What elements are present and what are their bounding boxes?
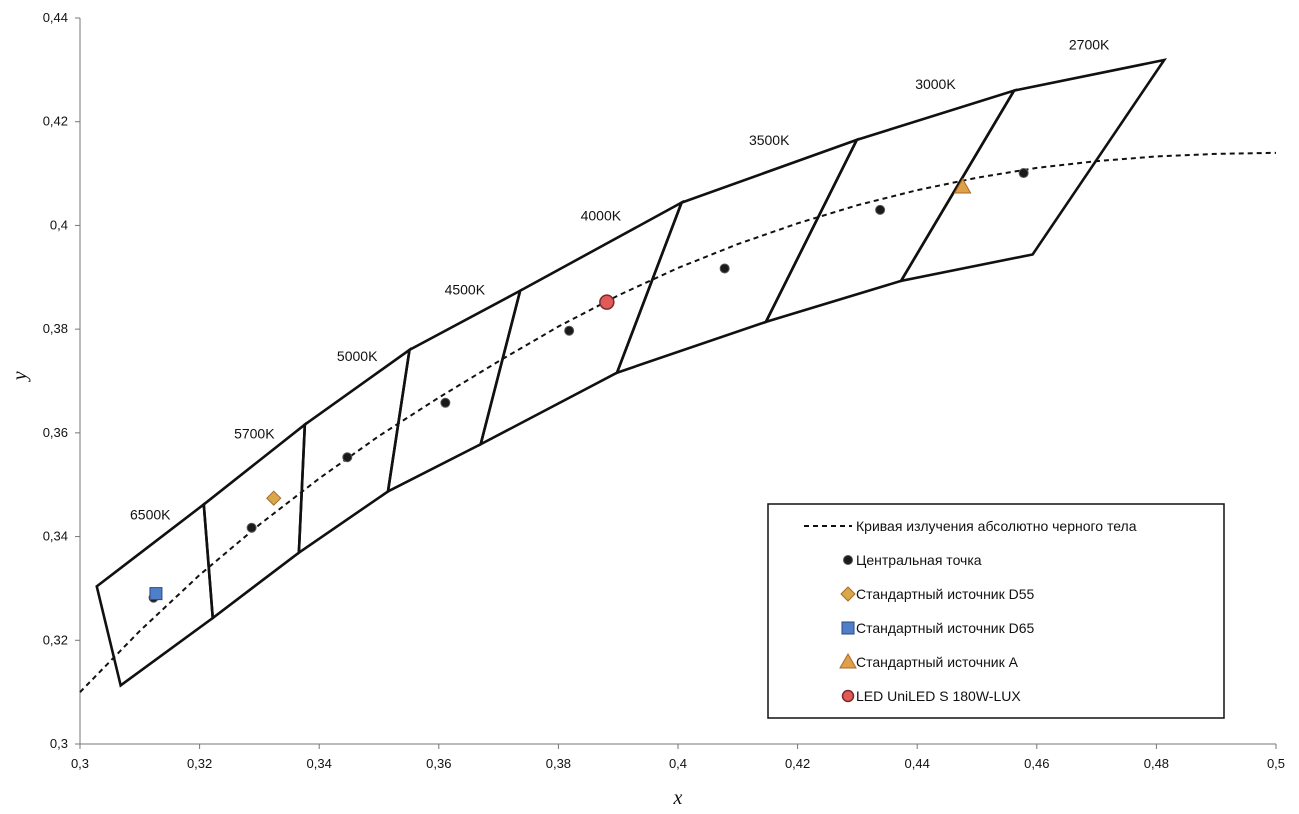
legend-label: Кривая излучения абсолютно черного тела xyxy=(856,518,1137,534)
cct-label: 2700K xyxy=(1069,36,1110,52)
data-point xyxy=(719,263,730,274)
y-ticks: 0,3 0,32 0,34 0,36 0,38 0,4 0,42 0,44 xyxy=(43,10,80,751)
x-tick-label: 0,44 xyxy=(905,756,930,771)
cct-label: 4500K xyxy=(445,281,486,297)
cct-label: 3500K xyxy=(749,132,790,148)
y-tick-label: 0,4 xyxy=(50,217,68,232)
data-point xyxy=(342,452,353,463)
cct-quadrangle xyxy=(386,288,523,494)
cct-quadrangles: 6500K 5700K 5000K 4500K 4000K 3500K 3000K 2700K xyxy=(95,36,1168,688)
data-point xyxy=(599,294,615,310)
cct-quadrangle xyxy=(202,421,307,621)
x-tick-label: 0,3 xyxy=(71,756,89,771)
x-tick-label: 0,42 xyxy=(785,756,810,771)
legend-marker xyxy=(841,689,855,703)
legend-label: Центральная точка xyxy=(856,552,982,568)
data-point xyxy=(875,204,886,215)
y-tick-label: 0,38 xyxy=(43,321,68,336)
y-tick-label: 0,34 xyxy=(43,529,68,544)
cct-label: 3000K xyxy=(915,76,956,92)
legend-items: Кривая излучения абсолютно черного тела Ц… xyxy=(804,518,1137,704)
legend-label: Стандартный источник A xyxy=(856,654,1019,670)
legend: Кривая излучения абсолютно черного тела Ц… xyxy=(767,503,1225,719)
x-tick-label: 0,32 xyxy=(187,756,212,771)
y-tick-label: 0,44 xyxy=(43,10,68,25)
planckian-locus-line xyxy=(79,151,1277,693)
legend-label: Стандартный источник D65 xyxy=(856,620,1035,636)
x-tick-label: 0,36 xyxy=(426,756,451,771)
cct-label: 4000K xyxy=(581,208,622,224)
cct-quadrangle xyxy=(478,199,685,447)
x-tick-label: 0,5 xyxy=(1267,756,1285,771)
y-tick-label: 0,42 xyxy=(43,114,68,129)
cct-quadrangle xyxy=(898,58,1168,283)
planckian-locus xyxy=(79,151,1277,693)
cct-quadrangle xyxy=(614,137,860,375)
x-ticks: 0,3 0,32 0,34 0,36 0,38 0,4 0,42 0,44 0,46 0,48 0,… xyxy=(71,744,1285,771)
legend-label: Стандартный источник D55 xyxy=(856,586,1035,602)
cct-label: 5000K xyxy=(337,348,378,364)
legend-marker xyxy=(839,652,857,669)
data-points xyxy=(148,168,1029,603)
legend-marker xyxy=(843,555,853,565)
cct-label: 5700K xyxy=(234,425,275,441)
legend-label: LED UniLED S 180W-LUX xyxy=(856,688,1021,704)
x-tick-label: 0,48 xyxy=(1144,756,1169,771)
x-tick-label: 0,4 xyxy=(669,756,687,771)
y-axis-title: y xyxy=(9,371,31,382)
legend-box xyxy=(767,503,1225,719)
legend-marker xyxy=(840,586,856,602)
y-tick-label: 0,32 xyxy=(43,632,68,647)
data-point xyxy=(564,325,575,336)
cct-label: 6500K xyxy=(130,506,171,522)
x-tick-label: 0,38 xyxy=(546,756,571,771)
data-point xyxy=(953,178,972,194)
data-point xyxy=(440,397,451,408)
data-point xyxy=(1018,168,1029,179)
data-point xyxy=(266,490,282,506)
y-tick-label: 0,3 xyxy=(50,736,68,751)
cct-quadrangle xyxy=(763,88,1017,325)
legend-marker xyxy=(841,621,855,635)
y-tick-label: 0,36 xyxy=(43,425,68,440)
data-point xyxy=(149,587,163,601)
data-point xyxy=(246,522,257,533)
x-tick-label: 0,34 xyxy=(307,756,332,771)
x-axis-title: x xyxy=(673,787,683,809)
x-tick-label: 0,46 xyxy=(1024,756,1049,771)
